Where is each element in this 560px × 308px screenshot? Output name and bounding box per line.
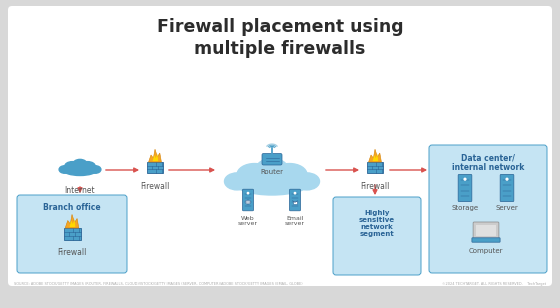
Text: Router: Router: [260, 169, 283, 175]
Ellipse shape: [73, 159, 87, 169]
Polygon shape: [372, 154, 378, 161]
Polygon shape: [152, 154, 158, 161]
Text: Computer: Computer: [469, 248, 503, 254]
Text: Data center/
internal network: Data center/ internal network: [452, 153, 524, 172]
Text: Branch office: Branch office: [43, 203, 101, 212]
FancyBboxPatch shape: [458, 174, 472, 202]
Ellipse shape: [248, 192, 249, 194]
Ellipse shape: [295, 173, 320, 190]
FancyBboxPatch shape: [292, 201, 297, 204]
FancyBboxPatch shape: [290, 189, 301, 211]
Ellipse shape: [235, 171, 310, 195]
Text: Firewall placement using
multiple firewalls: Firewall placement using multiple firewa…: [157, 18, 403, 58]
Polygon shape: [368, 149, 381, 162]
Ellipse shape: [59, 166, 70, 173]
FancyBboxPatch shape: [63, 228, 81, 240]
Text: Firewall: Firewall: [57, 248, 87, 257]
Ellipse shape: [464, 178, 466, 180]
FancyBboxPatch shape: [262, 153, 282, 165]
Ellipse shape: [506, 178, 508, 180]
Text: Internet: Internet: [65, 186, 95, 195]
Ellipse shape: [256, 158, 288, 180]
Text: Web
server: Web server: [238, 216, 258, 226]
Ellipse shape: [245, 200, 251, 204]
FancyBboxPatch shape: [429, 145, 547, 273]
Ellipse shape: [272, 164, 307, 186]
Text: ©2024 TECHTARGET. ALL RIGHTS RESERVED.    TechTarget: ©2024 TECHTARGET. ALL RIGHTS RESERVED. T…: [442, 282, 546, 286]
FancyBboxPatch shape: [8, 6, 552, 286]
FancyBboxPatch shape: [473, 222, 499, 239]
FancyBboxPatch shape: [147, 162, 163, 173]
Polygon shape: [65, 214, 79, 228]
FancyBboxPatch shape: [500, 174, 514, 202]
Text: Highly
sensitive
network
segment: Highly sensitive network segment: [359, 210, 395, 237]
FancyBboxPatch shape: [367, 162, 383, 173]
Text: Server: Server: [496, 205, 519, 211]
FancyBboxPatch shape: [17, 195, 127, 273]
Ellipse shape: [295, 192, 296, 194]
FancyBboxPatch shape: [242, 189, 254, 211]
FancyBboxPatch shape: [333, 197, 421, 275]
Polygon shape: [69, 219, 76, 227]
Ellipse shape: [63, 165, 96, 176]
FancyBboxPatch shape: [472, 238, 500, 242]
Ellipse shape: [80, 162, 95, 171]
Ellipse shape: [64, 162, 80, 171]
Ellipse shape: [90, 166, 101, 173]
Ellipse shape: [225, 173, 250, 190]
Text: Email
server: Email server: [285, 216, 305, 226]
Polygon shape: [148, 149, 161, 162]
Ellipse shape: [237, 164, 272, 186]
FancyBboxPatch shape: [476, 225, 496, 236]
Text: Firewall: Firewall: [360, 182, 390, 191]
Text: Storage: Storage: [451, 205, 479, 211]
Text: SOURCE: ADOBE STOCK/GETTY IMAGES (ROUTER, FIREWALLS, CLOUD)/ISTOCK/GETTY IMAGES : SOURCE: ADOBE STOCK/GETTY IMAGES (ROUTER…: [14, 282, 302, 286]
Text: Firewall: Firewall: [141, 182, 170, 191]
